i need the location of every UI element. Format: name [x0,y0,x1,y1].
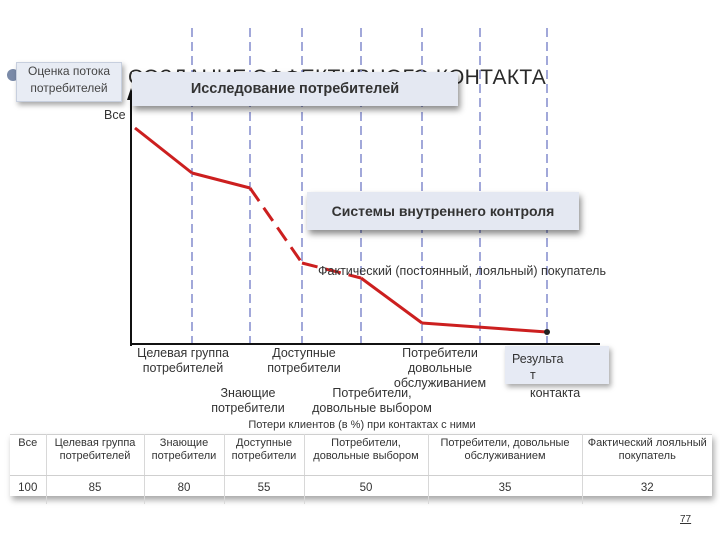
stage-gridlines [191,28,548,344]
flow-assessment-label: Оценка потока потребителей [27,64,111,95]
table-header-cell: Целевая группа потребителей [46,434,145,476]
table-header-cell: Доступные потребители [224,434,305,476]
result-label-line1: Результа [512,352,564,366]
table-value-cell: 32 [640,482,654,494]
label-knowing: Знающие потребители [211,386,285,415]
label-target-group: Целевая группа потребителей [137,346,229,375]
table-value-cell: 100 [10,475,47,504]
label-satisfied-service: Потребители довольные обслуживанием [393,346,487,390]
table-value-cell: 50 [304,475,429,504]
table-header-row: Все Целевая группа потребителей Знающие … [10,434,712,476]
result-label-line2: т [530,368,536,382]
label-satisfied-choice: Потребители, довольные выбором [312,386,432,415]
table-header-cell: Потребители, довольные выбором [304,434,429,476]
table-header-cell: Знающие потребители [144,434,225,476]
consumer-research-box: Исследование потребителей [132,72,458,106]
loss-segment [248,187,304,264]
table-caption: Потери клиентов (в %) при контактах с ни… [248,419,476,431]
table-header-cell: Фактический лояльный покупатель [582,434,712,476]
loss-segment [301,261,362,280]
losses-table: Все Целевая группа потребителей Знающие … [10,434,712,504]
end-point [544,329,550,335]
loss-segment [360,276,423,325]
table-value-cell: 55 [224,475,305,504]
table-values-row: 100 85 80 55 50 35 32 [10,475,712,504]
table-value-cell: 35 [428,475,583,504]
label-accessible: Доступные потребители [267,346,341,375]
page-number: 77 [680,514,692,525]
table-header-cell: Все [10,434,47,476]
loss-segment [191,171,251,190]
result-label-line3: контакта [530,386,581,400]
internal-control-box: Системы внутреннего контроля [307,192,579,230]
table-value-cell: 85 [46,475,145,504]
contact-result-box [505,346,609,384]
loss-series [134,126,550,335]
label-all: Все [104,108,126,122]
table-header-cell: Потребители, довольные обслуживанием [428,434,583,476]
loss-segment [421,321,548,334]
loss-segment [134,126,193,175]
label-factual-buyer: Фактический (постоянный, лояльный) покуп… [318,264,606,278]
flow-assessment-box: Оценка потока потребителей [16,62,122,102]
table-value-cell: 80 [144,475,225,504]
